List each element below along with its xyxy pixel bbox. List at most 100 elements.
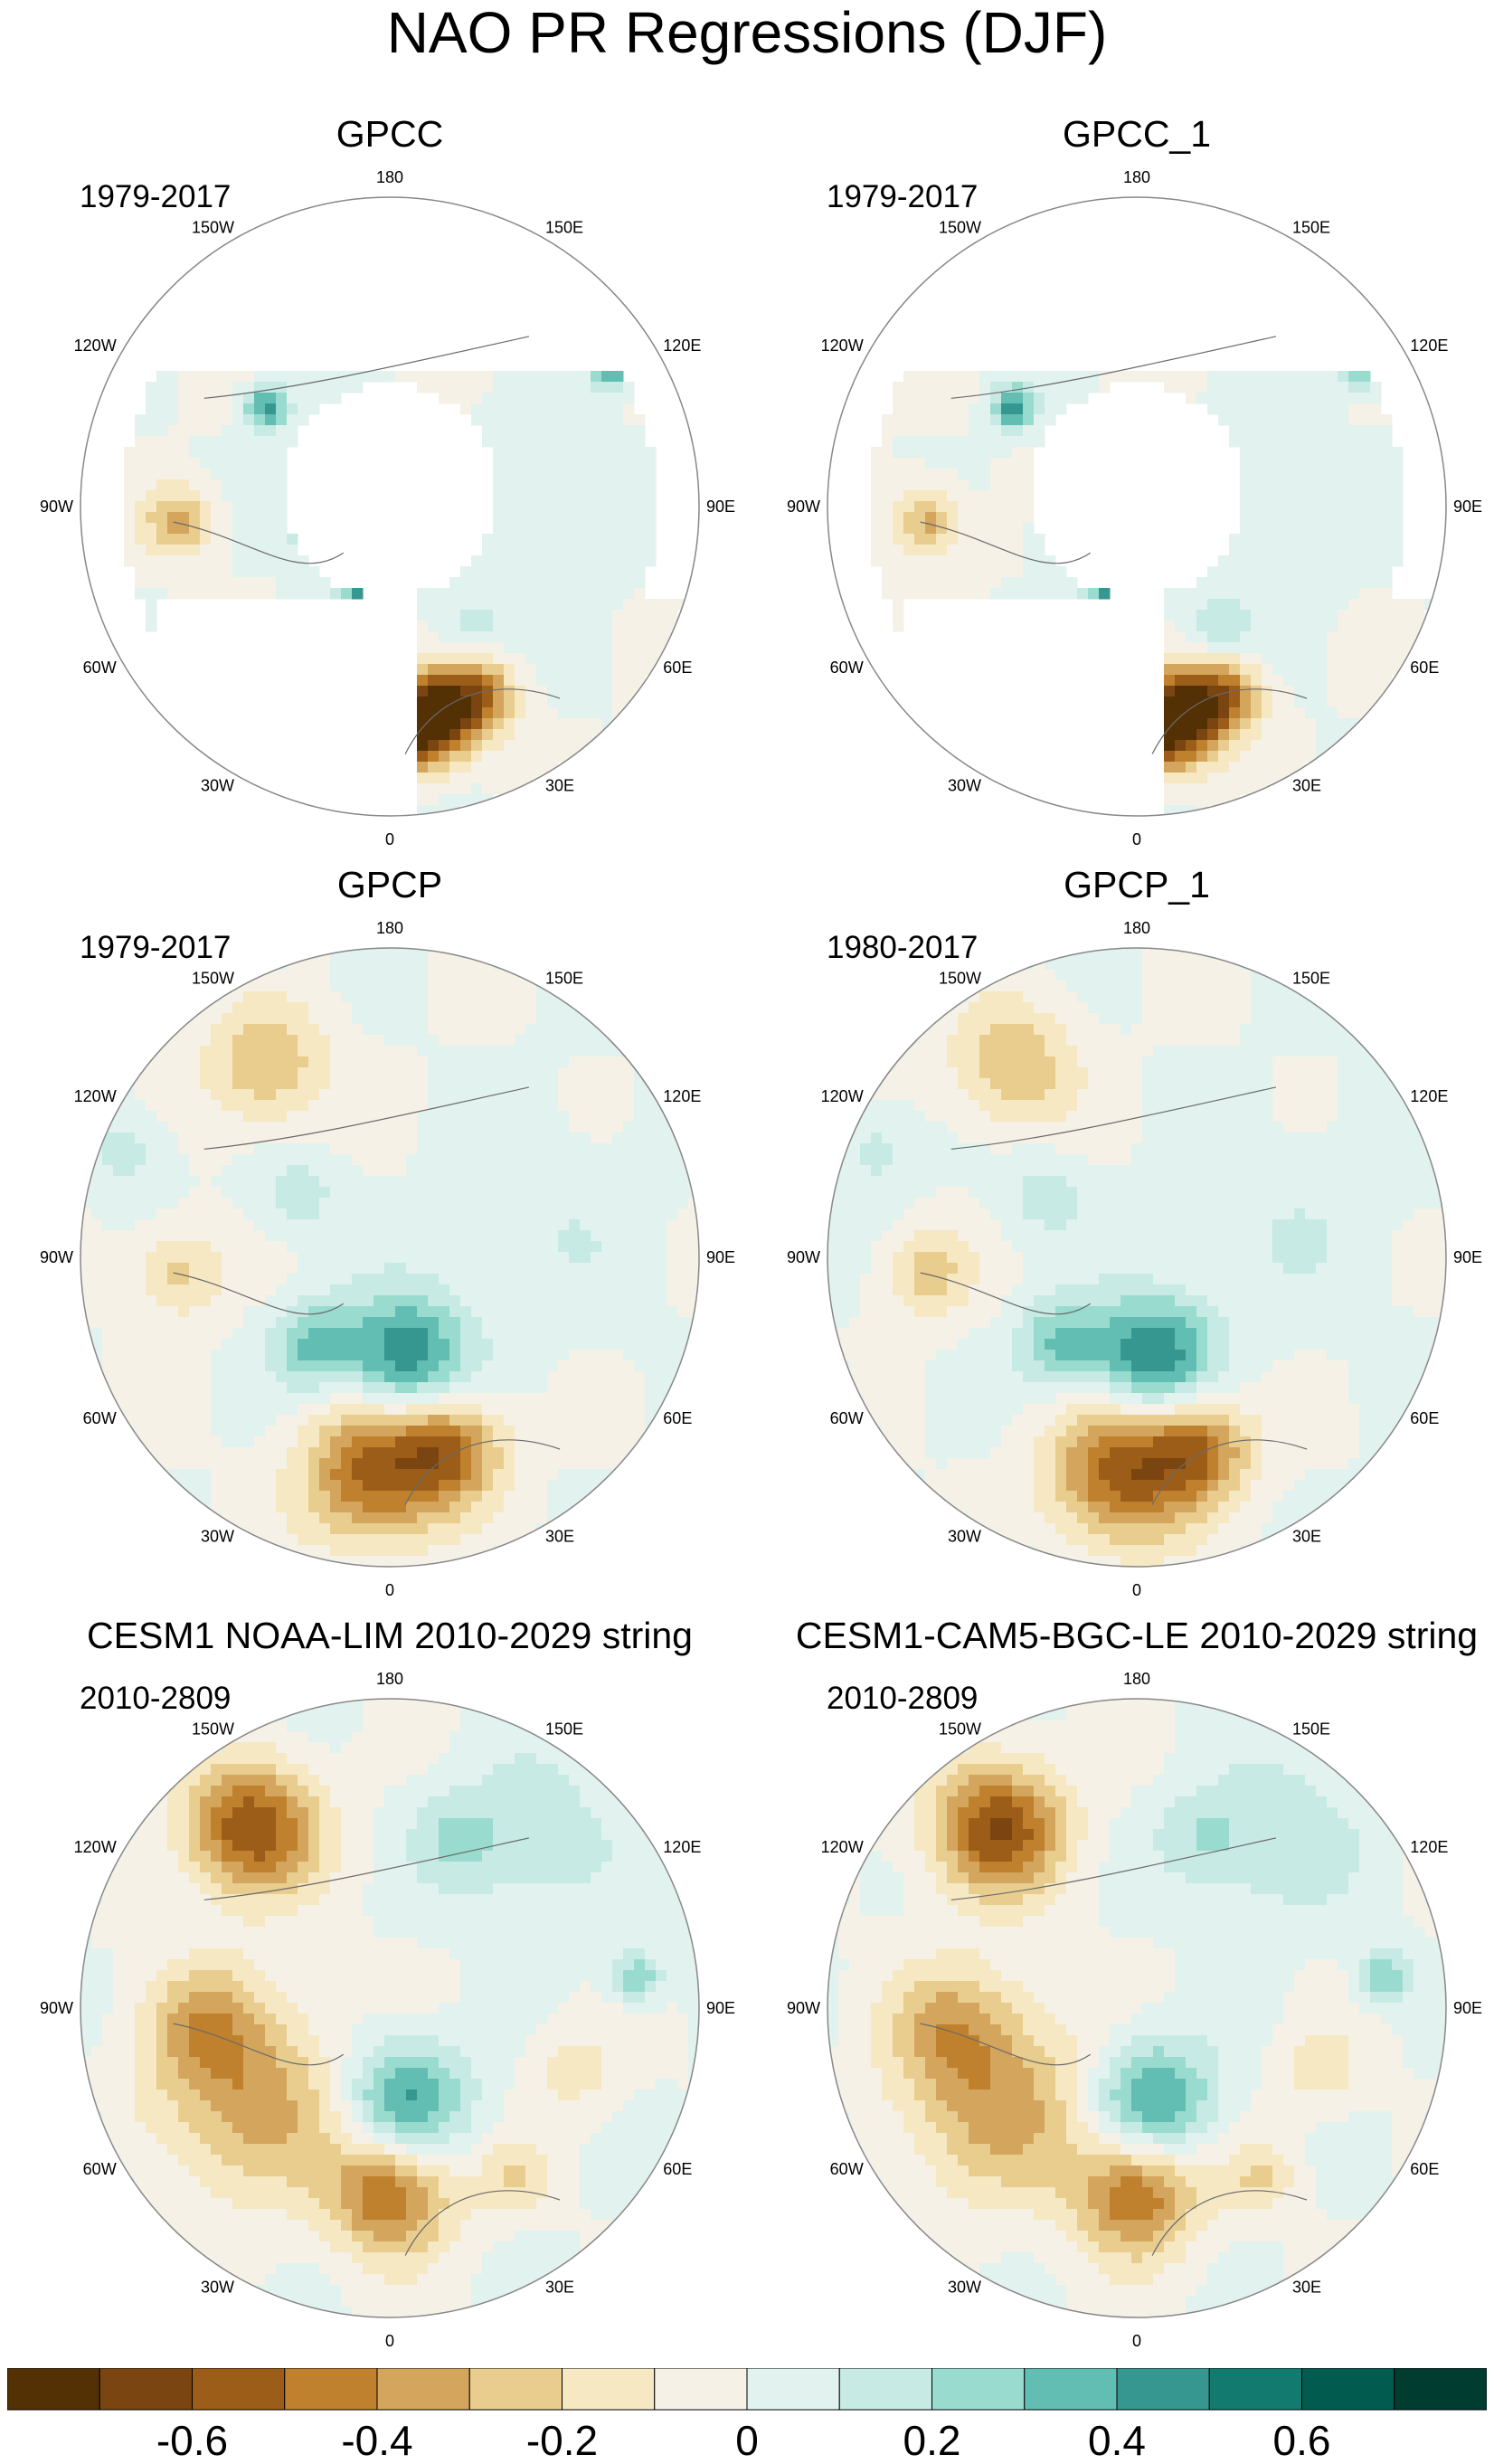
map-cell	[449, 1208, 461, 1220]
map-cell	[276, 1100, 288, 1112]
map-cell	[363, 1491, 374, 1502]
map-cell	[1272, 1013, 1284, 1025]
map-cell	[979, 991, 991, 1003]
map-cell	[232, 1143, 244, 1155]
map-cell	[211, 479, 222, 491]
map-cell	[363, 1393, 374, 1405]
map-cell	[990, 512, 1002, 524]
map-cell	[504, 1024, 515, 1036]
map-cell	[634, 1187, 646, 1199]
map-cell	[1196, 610, 1208, 621]
map-cell	[460, 1545, 472, 1557]
map-cell	[222, 1371, 233, 1383]
map-cell	[1196, 805, 1208, 816]
map-cell	[417, 653, 429, 665]
map-cell	[990, 479, 1002, 491]
map-cell	[569, 1241, 581, 1253]
map-cell	[1175, 729, 1187, 741]
map-cell	[1381, 469, 1393, 480]
map-cell	[406, 991, 418, 1003]
map-cell	[558, 697, 570, 708]
map-cell	[330, 1057, 342, 1068]
map-cell	[471, 1067, 483, 1079]
map-cell	[558, 1111, 570, 1123]
map-cell	[406, 1371, 418, 1383]
map-cell	[536, 1480, 548, 1492]
map-cell	[265, 1447, 277, 1459]
map-cell	[449, 1230, 461, 1242]
map-cell	[515, 1057, 526, 1068]
map-cell	[871, 523, 883, 535]
map-cell	[536, 1404, 548, 1416]
map-cell	[1023, 458, 1035, 469]
map-cell	[979, 458, 991, 469]
map-cell	[352, 1545, 364, 1557]
map-cell	[1327, 555, 1338, 567]
map-cell	[623, 1360, 635, 1372]
map-cell	[536, 1111, 548, 1123]
map-cell	[601, 1306, 613, 1318]
map-cell	[623, 653, 635, 665]
map-cell	[1283, 469, 1295, 480]
map-cell	[504, 772, 515, 784]
map-cell	[677, 1208, 689, 1220]
map-cell	[243, 1512, 255, 1524]
map-cell	[352, 970, 364, 981]
map-cell	[612, 642, 624, 654]
map-cell	[536, 458, 548, 469]
map-cell	[232, 1371, 244, 1383]
map-cell	[232, 1219, 244, 1231]
map-cell	[91, 1241, 103, 1253]
map-cell	[156, 1328, 168, 1340]
map-cell	[319, 1078, 331, 1090]
map-cell	[493, 382, 505, 393]
map-cell	[536, 707, 548, 719]
map-cell	[958, 393, 969, 404]
map-cell	[113, 1143, 125, 1155]
map-cell	[352, 1284, 364, 1296]
map-cell	[656, 599, 667, 611]
map-cell	[460, 1295, 472, 1307]
map-cell	[591, 1100, 602, 1112]
map-cell	[200, 1274, 212, 1285]
map-cell	[958, 545, 969, 556]
map-cell	[384, 1447, 396, 1459]
map-cell	[558, 1024, 570, 1036]
map-cell	[189, 1404, 201, 1416]
map-cell	[634, 1219, 646, 1231]
map-cell	[504, 1230, 515, 1242]
map-cell	[319, 1089, 331, 1101]
map-cell	[1338, 403, 1349, 415]
map-cell	[914, 490, 926, 502]
map-cell	[1272, 469, 1284, 480]
map-cell	[341, 1371, 353, 1383]
map-cell	[243, 991, 255, 1003]
map-cell	[1283, 751, 1295, 763]
map-cell	[1001, 545, 1013, 556]
map-cell	[623, 1274, 635, 1285]
map-cell	[601, 534, 613, 545]
map-cell	[265, 1382, 277, 1394]
map-cell	[395, 1035, 407, 1047]
map-cell	[580, 1208, 591, 1220]
map-cell	[124, 1371, 136, 1383]
map-cell	[254, 414, 266, 426]
map-cell	[612, 1306, 624, 1318]
map-cell	[265, 1469, 277, 1481]
map-cell	[1077, 393, 1089, 404]
map-cell	[330, 1089, 342, 1101]
map-cell	[417, 1230, 429, 1242]
map-cell	[1218, 740, 1230, 752]
map-cell	[124, 1393, 136, 1405]
map-cell	[352, 588, 364, 600]
map-cell	[232, 1458, 244, 1470]
map-cell	[504, 729, 515, 741]
map-cell	[493, 740, 505, 752]
map-cell	[493, 534, 505, 545]
map-cell	[330, 1187, 342, 1199]
map-cell	[308, 1013, 320, 1025]
map-cell	[232, 1328, 244, 1340]
map-cell	[428, 1306, 440, 1318]
map-cell	[156, 1317, 168, 1329]
map-cell	[1251, 991, 1262, 1003]
